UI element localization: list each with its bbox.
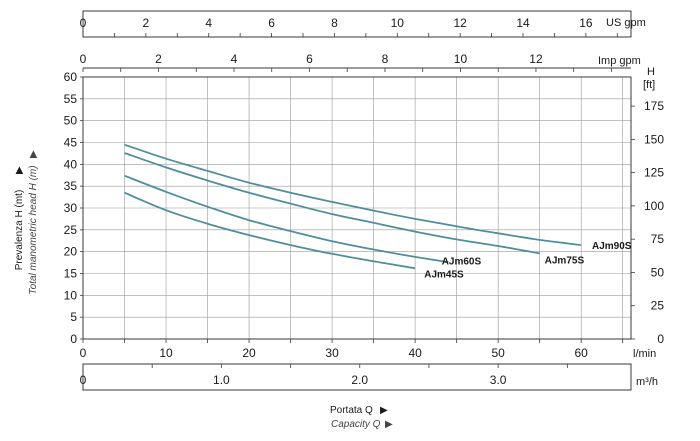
series-label-ajm90s: AJm90S <box>592 241 632 252</box>
m3h-tick-labels: 0 1.0 2.0 3.0 <box>80 364 568 387</box>
y-right-tick-label: 50 <box>651 265 665 279</box>
y-right-tick-label: 125 <box>644 166 664 180</box>
imp-gpm-axis: 0 2 4 6 8 10 12 Imp gpm <box>80 52 641 72</box>
us-gpm-tick-label: 2 <box>143 16 150 30</box>
us-gpm-tick-label: 10 <box>391 16 405 30</box>
y-left-tick-label: 30 <box>64 201 78 215</box>
y-right-tick-label: 175 <box>644 99 664 113</box>
y-left-tick-label: 0 <box>70 332 77 346</box>
x-axis-title-arrow: ▶ <box>380 405 388 416</box>
x-lmin-tick-label: 20 <box>242 346 256 360</box>
m3h-tick-label: 0 <box>80 373 87 387</box>
imp-gpm-tick-label: 4 <box>231 52 238 66</box>
series-label-ajm60s: AJm60S <box>442 256 482 267</box>
m3h-axis: 0 1.0 2.0 3.0 m³/h <box>80 363 658 391</box>
x-lmin-tick-label: 60 <box>575 346 589 360</box>
curve-ajm45s <box>124 191 416 270</box>
us-gpm-tick-label: 8 <box>331 16 338 30</box>
y-left-tick-labels: 0 5 10 15 20 25 30 35 40 45 50 55 60 <box>64 70 83 346</box>
y-right-tick-label: 150 <box>644 132 664 146</box>
y-right-tick-labels: 0 25 50 75 100 125 150 175 <box>631 99 664 346</box>
gridlines <box>83 77 631 339</box>
y-left-tick-label: 35 <box>64 179 78 193</box>
x-axis-title-alt-arrow: ▶ <box>385 419 393 430</box>
y-left-tick-label: 40 <box>64 157 78 171</box>
us-gpm-tick-label: 4 <box>205 16 212 30</box>
m3h-tick-label: 1.0 <box>213 373 230 387</box>
us-gpm-tick-label: 0 <box>80 16 87 30</box>
x-lmin-tick-label: 10 <box>159 346 173 360</box>
m3h-tick-label: 3.0 <box>490 373 507 387</box>
us-gpm-tick-label: 6 <box>268 16 275 30</box>
m3h-tick-label: 2.0 <box>351 373 368 387</box>
y-left-tick-label: 55 <box>64 92 78 106</box>
imp-gpm-tick-label: 8 <box>382 52 389 66</box>
us-gpm-unit-label: US gpm <box>606 17 646 29</box>
y-left-tick-label: 15 <box>64 267 78 281</box>
series-label-ajm45s: AJm45S <box>424 269 464 280</box>
plot-area: AJm90S AJm75S AJm60S AJm45S <box>82 76 632 340</box>
y-axis-title-alt: Total manometric head H (m) <box>28 165 39 294</box>
y-axis-title: Prevalenza H (mt) <box>14 190 25 271</box>
imp-gpm-tick-label: 2 <box>155 52 162 66</box>
x-axis-title: Portata Q <box>330 405 373 416</box>
imp-gpm-tick-labels: 0 2 4 6 8 10 12 <box>80 52 612 72</box>
y-axis-title-arrow: ▶ <box>14 166 25 174</box>
us-gpm-tick-label: 14 <box>516 16 530 30</box>
imp-gpm-tick-label: 6 <box>306 52 313 66</box>
y-left-tick-label: 20 <box>64 245 78 259</box>
curve-ajm75s <box>124 152 540 255</box>
y-left-tick-label: 10 <box>64 288 78 302</box>
y-right-tick-label: 0 <box>657 332 664 346</box>
us-gpm-tick-label: 12 <box>453 16 467 30</box>
curve-ajm90s <box>124 143 582 246</box>
imp-gpm-tick-label: 0 <box>80 52 87 66</box>
imp-gpm-tick-label: 12 <box>529 52 543 66</box>
x-lmin-tick-label: 0 <box>80 346 87 360</box>
x-lmin-tick-label: 30 <box>325 346 339 360</box>
curve-ajm60s <box>124 174 449 263</box>
x-lmin-tick-label: 40 <box>408 346 422 360</box>
y-axis-title-alt-arrow: ▶ <box>28 150 39 158</box>
y-left-tick-label: 50 <box>64 114 78 128</box>
us-gpm-tick-label: 16 <box>579 16 593 30</box>
pump-curves <box>124 143 582 270</box>
y-left-tick-label: 5 <box>70 310 77 324</box>
y-right-tick-label: 100 <box>644 199 664 213</box>
imp-gpm-unit-label: Imp gpm <box>598 55 641 67</box>
right-axis-unit-ft: [ft] <box>643 79 655 91</box>
us-gpm-tick-labels: 0 2 4 6 8 10 12 14 16 <box>80 16 618 37</box>
series-labels: AJm90S AJm75S AJm60S AJm45S <box>424 241 632 280</box>
x-axis-title-alt: Capacity Q <box>331 419 381 430</box>
y-right-tick-label: 25 <box>651 299 665 313</box>
lmin-unit-label: l/min <box>633 348 656 360</box>
x-lmin-tick-labels: 0 10 20 30 40 50 60 <box>80 339 624 360</box>
us-gpm-axis: 0 2 4 6 8 10 12 14 16 US gpm <box>80 10 646 38</box>
y-left-tick-label: 45 <box>64 136 78 150</box>
imp-gpm-tick-label: 10 <box>454 52 468 66</box>
y-right-tick-label: 75 <box>651 232 665 246</box>
m3h-unit-label: m³/h <box>636 376 658 388</box>
x-lmin-tick-label: 50 <box>491 346 505 360</box>
y-left-tick-label: 25 <box>64 223 78 237</box>
right-axis-unit-h: H <box>647 66 655 78</box>
series-label-ajm75s: AJm75S <box>545 255 585 266</box>
y-left-tick-label: 60 <box>64 70 78 84</box>
